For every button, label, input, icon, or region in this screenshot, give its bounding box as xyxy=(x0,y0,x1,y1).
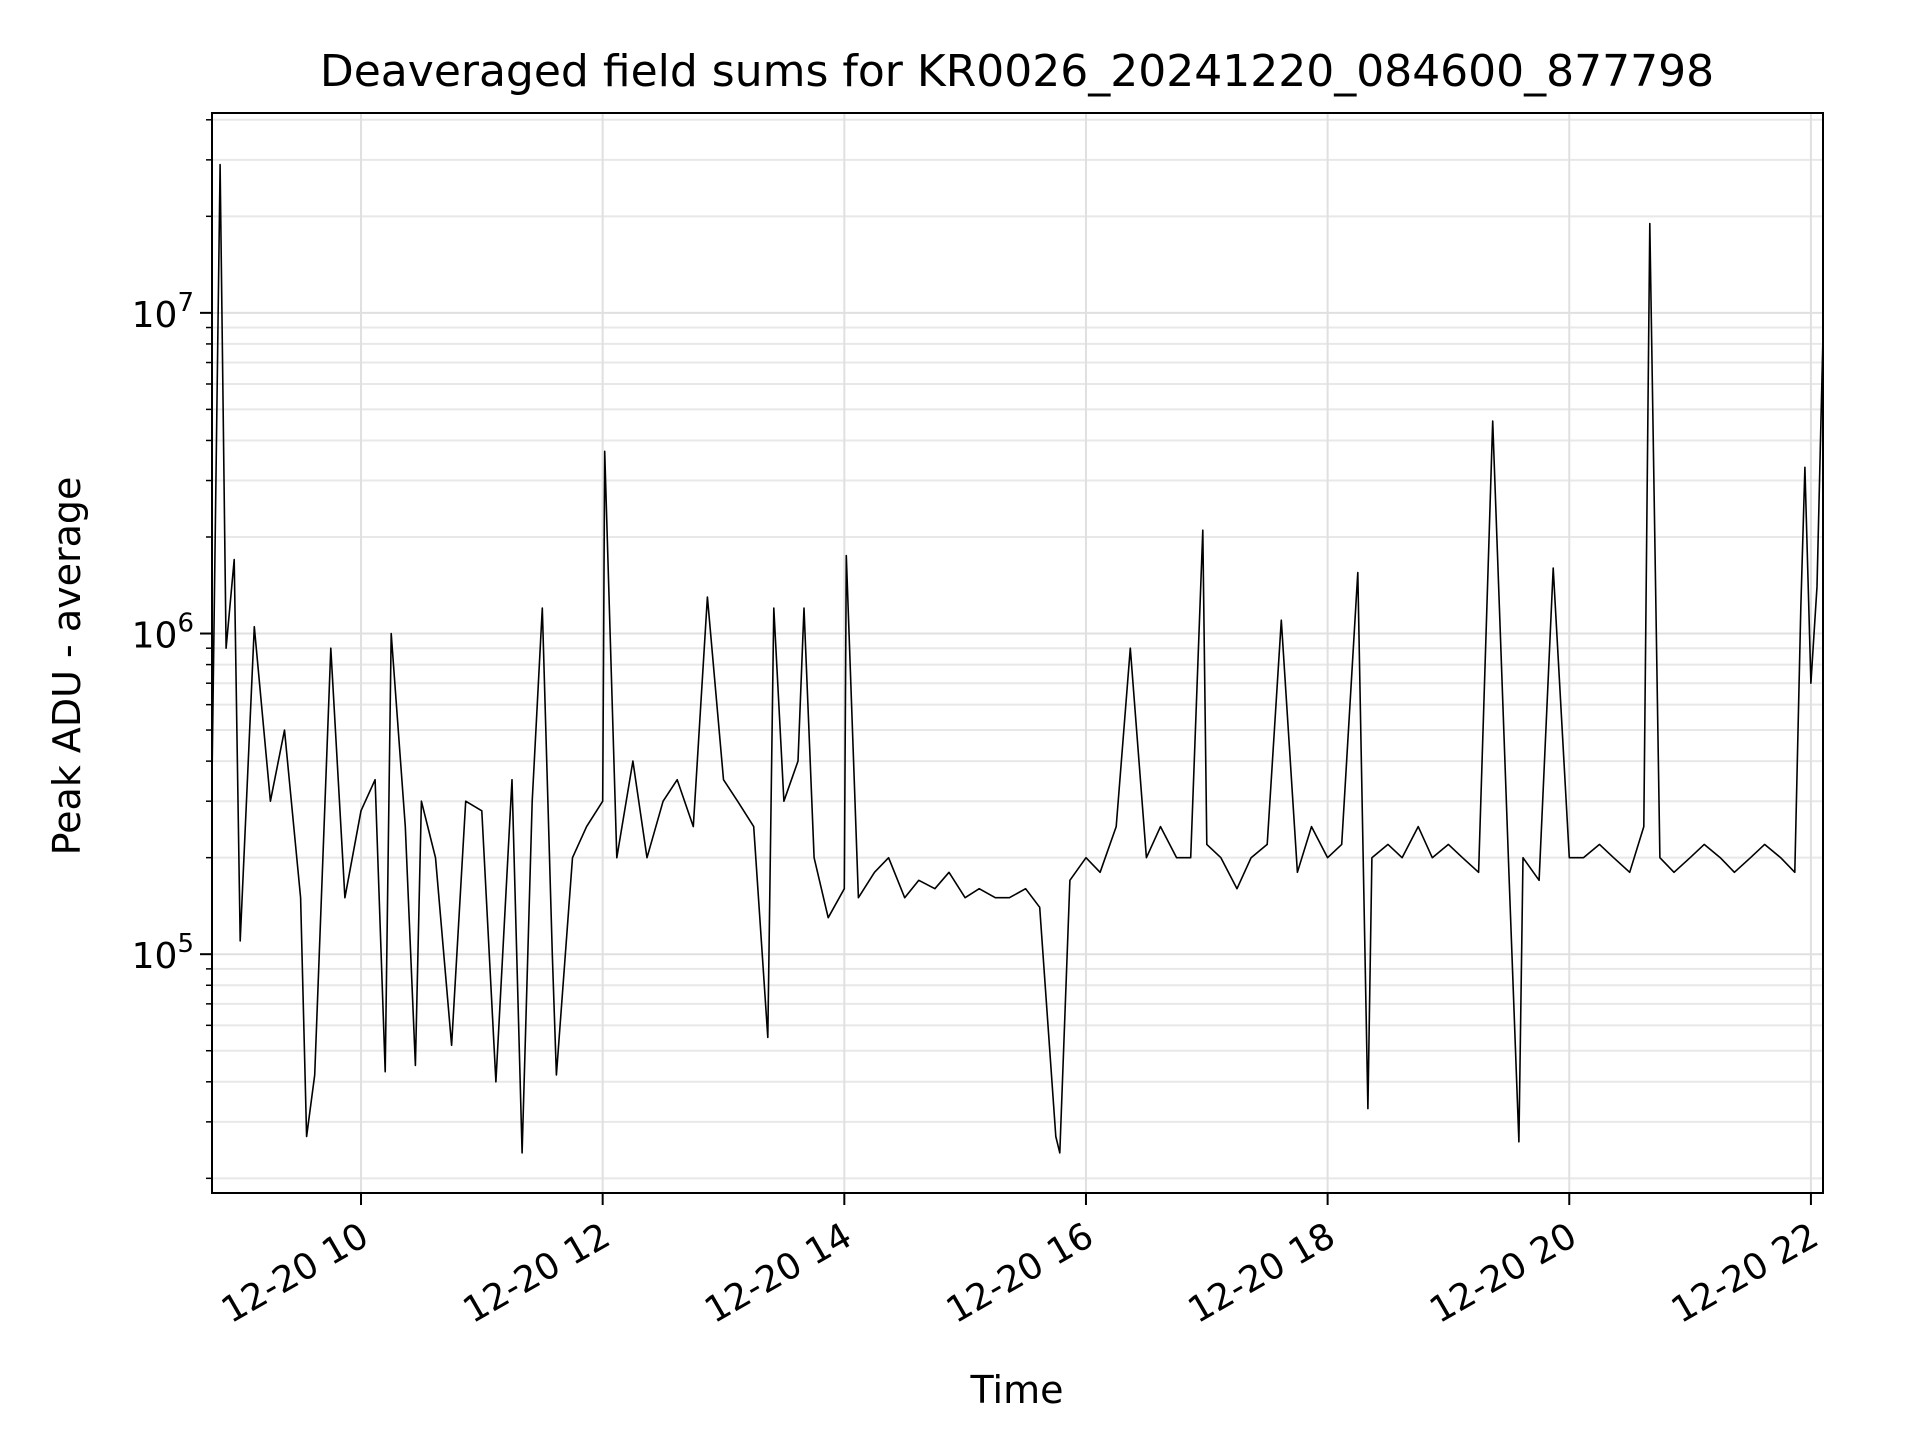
chart-title: Deaveraged field sums for KR0026_2024122… xyxy=(320,46,1714,97)
y-tick-label: 107 xyxy=(132,288,194,336)
minor-gridlines xyxy=(212,118,1823,1180)
x-axis-label: Time xyxy=(970,1368,1064,1412)
plot-frame xyxy=(211,112,1824,1194)
y-axis-label: Peak ADU - average xyxy=(45,477,89,856)
y-tick-label: 105 xyxy=(132,929,194,977)
series-line-0 xyxy=(212,163,1823,1154)
y-tick-label: 106 xyxy=(132,609,194,657)
y-axis-ticks: 105 106 107 xyxy=(132,119,212,1180)
major-gridlines xyxy=(212,113,1823,1193)
series-layer xyxy=(212,163,1823,1154)
